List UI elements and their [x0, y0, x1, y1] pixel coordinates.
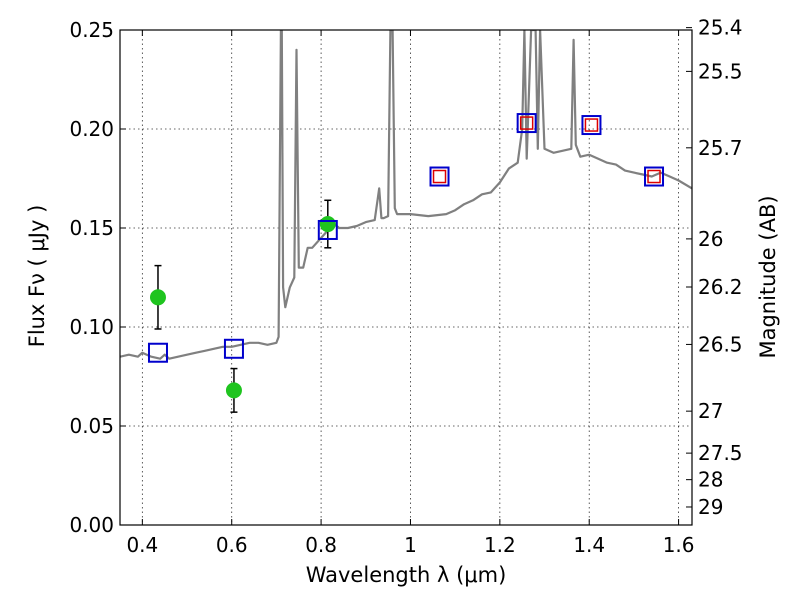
- right-tick-label: 25.4: [698, 16, 743, 40]
- y-tick-label: 0.05: [69, 414, 114, 438]
- x-tick-label: 0.8: [305, 533, 337, 557]
- spectrum-line: [120, 30, 692, 360]
- tick-layer: 0.4 0.6 0.8 1 1.2 1.4 1.6 0.00 0.05 0.10 0.15 0.20 0…: [69, 16, 742, 557]
- right-tick-label: 26.2: [698, 275, 743, 299]
- marker-layer: [147, 113, 665, 399]
- right-tick-label: 29: [698, 495, 723, 519]
- x-tick-label: 1.2: [484, 533, 516, 557]
- y-tick-label: 0.25: [69, 18, 114, 42]
- y-tick-label: 0.20: [69, 117, 114, 141]
- model-point: [223, 338, 244, 359]
- y-tick-label: 0.00: [69, 513, 114, 537]
- spectrum-layer: [120, 30, 692, 360]
- predicted-point: [584, 118, 599, 132]
- predicted-point: [519, 116, 534, 130]
- x-tick-label: 1.6: [663, 533, 695, 557]
- x-axis-label: Wavelength λ (μm): [306, 563, 507, 587]
- model-point: [516, 113, 537, 134]
- grid-layer: [120, 30, 692, 525]
- y-tick-label: 0.10: [69, 315, 114, 339]
- x-tick-label: 0.6: [216, 533, 248, 557]
- observed-point: [225, 382, 242, 399]
- y-tick-label: 0.15: [69, 216, 114, 240]
- x-tick-label: 1: [404, 533, 417, 557]
- right-tick-label: 27: [698, 399, 723, 423]
- predicted-point: [647, 169, 661, 184]
- y-axis-label: Flux Fν ( μJy ): [25, 205, 49, 348]
- model-point: [317, 219, 338, 240]
- x-tick-label: 1.4: [573, 533, 605, 557]
- model-point: [429, 166, 450, 187]
- right-tick-label: 25.5: [698, 59, 743, 83]
- right-tick-label: 28: [698, 468, 723, 492]
- errorbar-layer: [154, 199, 332, 413]
- plot-area-frame: [119, 29, 693, 526]
- model-point: [581, 115, 602, 136]
- model-point: [147, 342, 168, 363]
- observed-point: [149, 289, 166, 306]
- model-point: [644, 166, 665, 187]
- right-tick-label: 25.7: [698, 136, 743, 160]
- predicted-point: [432, 169, 447, 184]
- y-axis-right-label: Magnitude (AB): [756, 195, 780, 358]
- x-tick-label: 0.4: [126, 533, 158, 557]
- right-tick-label: 26: [698, 227, 723, 251]
- observed-point: [319, 216, 336, 233]
- right-tick-label: 26.5: [698, 332, 743, 356]
- right-tick-label: 27.5: [698, 441, 743, 465]
